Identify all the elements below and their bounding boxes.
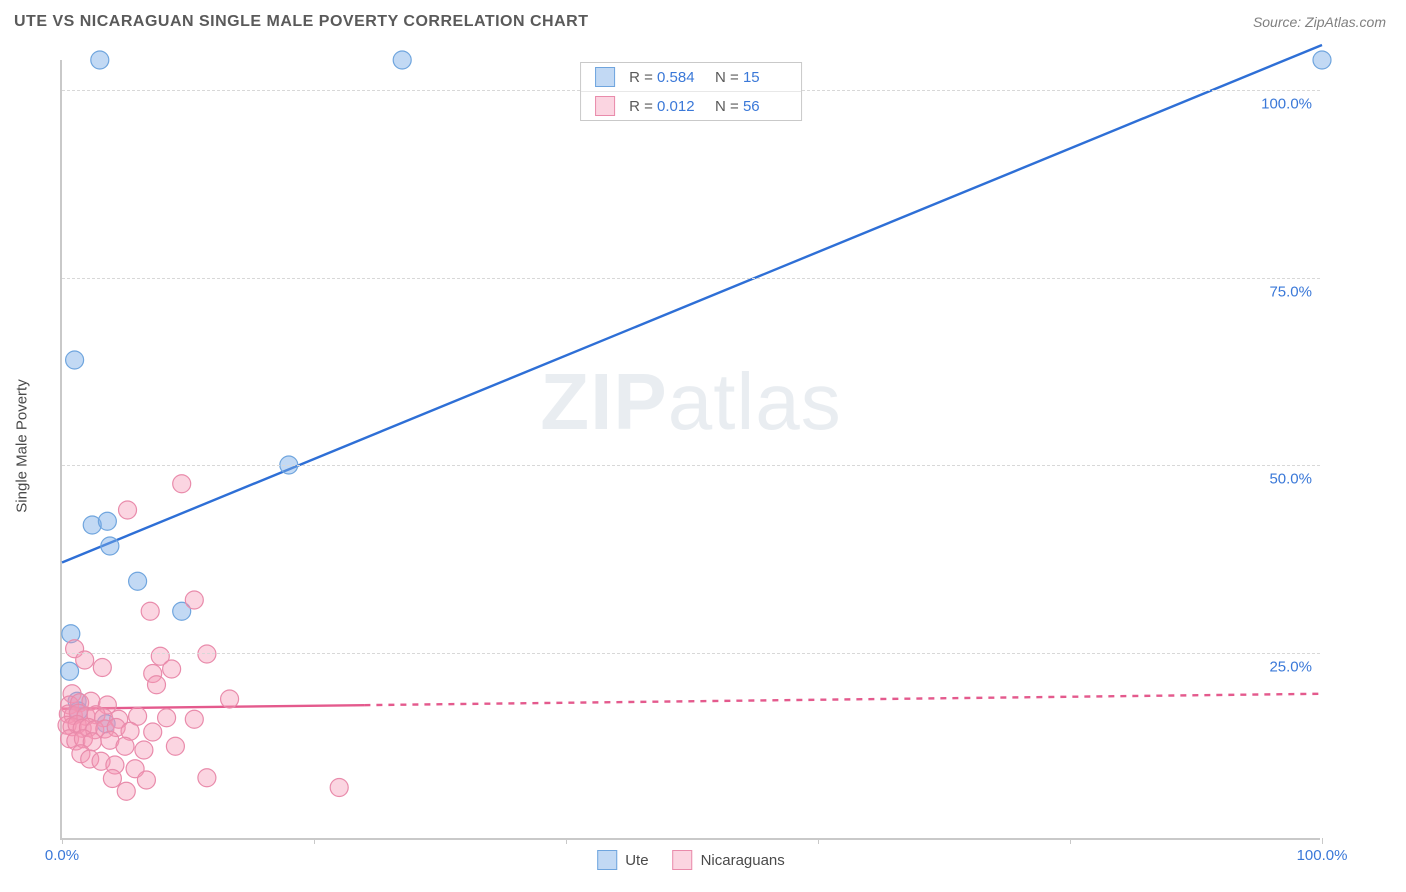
plot-area: ZIPatlas R = 0.584 N = 15 R = 0.012 N = … bbox=[60, 60, 1320, 840]
n-value-ute: 15 bbox=[743, 69, 787, 86]
n-value-nic: 56 bbox=[743, 98, 787, 115]
gridline-h bbox=[62, 278, 1320, 279]
data-point-nicaraguans bbox=[135, 741, 153, 759]
x-tick-mark bbox=[1322, 838, 1323, 844]
x-tick-label: 100.0% bbox=[1297, 847, 1348, 864]
x-tick-mark bbox=[818, 838, 819, 844]
swatch-nic bbox=[595, 96, 615, 116]
swatch-nic-bottom bbox=[673, 850, 693, 870]
data-point-nicaraguans bbox=[116, 737, 134, 755]
data-point-nicaraguans bbox=[166, 737, 184, 755]
data-point-ute bbox=[66, 351, 84, 369]
data-point-nicaraguans bbox=[185, 710, 203, 728]
data-point-nicaraguans bbox=[221, 690, 239, 708]
data-point-nicaraguans bbox=[163, 660, 181, 678]
data-point-nicaraguans bbox=[198, 645, 216, 663]
x-tick-mark bbox=[1070, 838, 1071, 844]
y-axis-label: Single Male Poverty bbox=[14, 379, 31, 512]
data-point-nicaraguans bbox=[119, 501, 137, 519]
data-point-ute bbox=[98, 512, 116, 530]
legend-stats-row-ute: R = 0.584 N = 15 bbox=[581, 63, 801, 91]
x-tick-label: 0.0% bbox=[45, 847, 79, 864]
trend-line-dashed-nicaraguans bbox=[364, 694, 1322, 705]
r-label-nic: R = bbox=[629, 98, 657, 115]
data-point-nicaraguans bbox=[144, 723, 162, 741]
data-point-nicaraguans bbox=[173, 475, 191, 493]
data-point-ute bbox=[1313, 51, 1331, 69]
data-point-ute bbox=[393, 51, 411, 69]
gridline-h bbox=[62, 653, 1320, 654]
legend-item-nic: Nicaraguans bbox=[673, 850, 785, 870]
legend-stats-row-nic: R = 0.012 N = 56 bbox=[581, 91, 801, 120]
data-point-ute bbox=[61, 662, 79, 680]
data-point-nicaraguans bbox=[76, 651, 94, 669]
data-point-nicaraguans bbox=[141, 602, 159, 620]
legend-stats: R = 0.584 N = 15 R = 0.012 N = 56 bbox=[580, 62, 802, 121]
n-label-nic: N = bbox=[715, 98, 743, 115]
data-point-nicaraguans bbox=[158, 709, 176, 727]
trend-line-ute bbox=[62, 45, 1322, 563]
chart-title: UTE VS NICARAGUAN SINGLE MALE POVERTY CO… bbox=[14, 13, 588, 31]
y-tick-label: 25.0% bbox=[1269, 658, 1312, 675]
data-point-ute bbox=[101, 537, 119, 555]
x-tick-mark bbox=[566, 838, 567, 844]
data-point-nicaraguans bbox=[103, 770, 121, 788]
data-point-ute bbox=[129, 572, 147, 590]
r-label-ute: R = bbox=[629, 69, 657, 86]
r-value-nic: 0.012 bbox=[657, 98, 701, 115]
legend-bottom: Ute Nicaraguans bbox=[597, 850, 785, 870]
legend-label-nic: Nicaraguans bbox=[701, 852, 785, 869]
data-point-nicaraguans bbox=[330, 779, 348, 797]
data-point-nicaraguans bbox=[117, 782, 135, 800]
data-point-nicaraguans bbox=[185, 591, 203, 609]
swatch-ute-bottom bbox=[597, 850, 617, 870]
legend-label-ute: Ute bbox=[625, 852, 648, 869]
y-tick-label: 50.0% bbox=[1269, 471, 1312, 488]
data-point-nicaraguans bbox=[198, 769, 216, 787]
x-tick-mark bbox=[314, 838, 315, 844]
legend-item-ute: Ute bbox=[597, 850, 648, 870]
y-tick-label: 100.0% bbox=[1261, 96, 1312, 113]
data-point-nicaraguans bbox=[148, 676, 166, 694]
chart-header: UTE VS NICARAGUAN SINGLE MALE POVERTY CO… bbox=[0, 0, 1406, 44]
chart-svg bbox=[62, 60, 1320, 838]
data-point-ute bbox=[91, 51, 109, 69]
x-tick-mark bbox=[62, 838, 63, 844]
data-point-nicaraguans bbox=[137, 771, 155, 789]
chart-source: Source: ZipAtlas.com bbox=[1253, 14, 1386, 30]
gridline-h bbox=[62, 465, 1320, 466]
r-value-ute: 0.584 bbox=[657, 69, 701, 86]
swatch-ute bbox=[595, 67, 615, 87]
data-point-nicaraguans bbox=[93, 659, 111, 677]
y-tick-label: 75.0% bbox=[1269, 283, 1312, 300]
n-label-ute: N = bbox=[715, 69, 743, 86]
